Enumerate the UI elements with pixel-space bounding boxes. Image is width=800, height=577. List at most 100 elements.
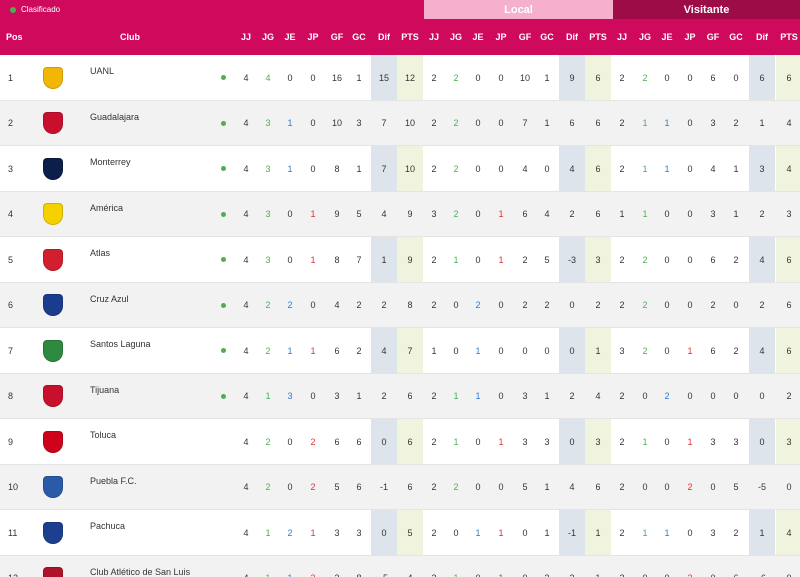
legend: Clasificado xyxy=(0,0,424,19)
table-row[interactable]: 7 Santos Laguna 4 2 1 1 6 2 4 7 1 0 1 0 0 0 0 1 3 2 0 1 6 2 4 6 xyxy=(0,328,800,374)
club-name[interactable]: Puebla F.C. xyxy=(90,475,137,486)
local-dif: -1 xyxy=(567,527,576,538)
overall-je: 0 xyxy=(287,436,293,447)
local-gf: 5 xyxy=(522,482,528,493)
tijuana-crest-icon xyxy=(43,385,63,408)
visitante-jj: 1 xyxy=(619,209,625,220)
overall-pts: 10 xyxy=(404,118,415,129)
club-logo[interactable] xyxy=(40,374,66,420)
header-overall-gc[interactable]: GC xyxy=(352,32,366,42)
header-local-dif[interactable]: Dif xyxy=(566,32,578,42)
club-logo[interactable] xyxy=(40,237,66,283)
header-local-gf[interactable]: GF xyxy=(518,32,532,42)
club-logo[interactable] xyxy=(40,55,66,101)
table-row[interactable]: 5 Atlas 4 3 0 1 8 7 1 9 2 1 0 1 2 5 -3 3 2 2 0 0 6 2 4 6 xyxy=(0,237,800,283)
visitante-gc: 2 xyxy=(733,118,739,129)
club-name[interactable]: América xyxy=(90,202,124,213)
overall-jj: 4 xyxy=(243,163,249,174)
overall-je: 2 xyxy=(287,527,293,538)
header-visitante-jg[interactable]: JG xyxy=(638,32,652,42)
header-overall-gf[interactable]: GF xyxy=(330,32,344,42)
club-logo[interactable] xyxy=(40,510,66,556)
header-visitante-gc[interactable]: GC xyxy=(729,32,743,42)
club-logo[interactable] xyxy=(40,419,66,465)
club-name[interactable]: Club Atlético de San Luis xyxy=(90,566,191,577)
header-local-jg[interactable]: JG xyxy=(449,32,463,42)
header-club[interactable]: Club xyxy=(120,32,140,42)
club-logo[interactable] xyxy=(40,192,66,238)
overall-pts: 10 xyxy=(404,163,415,174)
header-local-jp[interactable]: JP xyxy=(495,32,507,42)
visitante-je: 0 xyxy=(664,254,670,265)
overall-jj: 4 xyxy=(243,72,249,83)
club-logo[interactable] xyxy=(40,146,66,192)
header-local-pts[interactable]: PTS xyxy=(589,32,607,42)
position: 5 xyxy=(8,254,14,265)
toluca-crest-icon xyxy=(43,430,63,453)
table-row[interactable]: 11 Pachuca 4 1 2 1 3 3 0 5 2 0 1 1 0 1 -1 1 2 1 1 0 3 2 1 4 xyxy=(0,510,800,556)
table-row[interactable]: 1 UANL 4 4 0 0 16 1 15 12 2 2 0 0 10 1 9 6 2 2 0 0 6 0 6 6 xyxy=(0,55,800,101)
position: 6 xyxy=(8,300,14,311)
club-logo[interactable] xyxy=(40,101,66,147)
visitante-pts: 6 xyxy=(786,300,792,311)
qualified-indicator xyxy=(219,192,227,238)
club-name[interactable]: Tijuana xyxy=(90,384,120,395)
visitante-jj: 3 xyxy=(619,345,625,356)
header-local-je[interactable]: JE xyxy=(472,32,484,42)
visitante-dif: 2 xyxy=(759,300,765,311)
visitante-gf: 2 xyxy=(710,300,716,311)
header-visitante-jp[interactable]: JP xyxy=(684,32,696,42)
header-overall-je[interactable]: JE xyxy=(284,32,296,42)
overall-gf: 9 xyxy=(334,209,340,220)
header-visitante-je[interactable]: JE xyxy=(661,32,673,42)
tab-visitante[interactable]: Visitante xyxy=(613,0,800,19)
visitante-jp: 0 xyxy=(687,391,693,402)
table-row[interactable]: 2 Guadalajara 4 3 1 0 10 3 7 10 2 2 0 0 7 1 6 6 2 1 1 0 3 2 1 4 xyxy=(0,100,800,147)
overall-jp: 2 xyxy=(310,436,316,447)
header-local-jj[interactable]: JJ xyxy=(428,32,440,42)
qualified-dot-icon xyxy=(220,302,226,308)
header-overall-pts[interactable]: PTS xyxy=(401,32,419,42)
header-pos[interactable]: Pos xyxy=(6,32,23,42)
club-name[interactable]: Guadalajara xyxy=(90,111,140,122)
overall-gc: 1 xyxy=(356,163,362,174)
club-name[interactable]: Cruz Azul xyxy=(90,293,129,304)
club-name[interactable]: Monterrey xyxy=(90,157,131,167)
club-logo[interactable] xyxy=(40,328,66,374)
visitante-pts: 0 xyxy=(786,482,792,493)
header-overall-jp[interactable]: JP xyxy=(307,32,319,42)
club-logo[interactable] xyxy=(40,283,66,329)
overall-jg: 1 xyxy=(265,391,271,402)
header-overall-jg[interactable]: JG xyxy=(261,32,275,42)
club-logo[interactable] xyxy=(40,556,66,577)
table-row[interactable]: 8 Tijuana 4 1 3 0 3 1 2 6 2 1 1 0 3 1 2 4 2 0 2 0 0 0 0 2 xyxy=(0,373,800,420)
table-row[interactable]: 6 Cruz Azul 4 2 2 0 4 2 2 8 2 0 2 0 2 2 0 2 2 2 0 0 2 0 2 6 xyxy=(0,282,800,329)
header-local-gc[interactable]: GC xyxy=(540,32,554,42)
club-name[interactable]: UANL xyxy=(90,66,115,76)
club-name[interactable]: Toluca xyxy=(90,430,117,440)
visitante-gf: 6 xyxy=(710,72,716,83)
table-row[interactable]: 9 Toluca 4 2 0 2 6 6 0 6 2 1 0 1 3 3 0 3 2 1 0 1 3 3 0 3 xyxy=(0,419,800,465)
visitante-jg: 2 xyxy=(642,345,648,356)
header-visitante-pts[interactable]: PTS xyxy=(780,32,798,42)
club-logo[interactable] xyxy=(40,465,66,511)
visitante-jj: 2 xyxy=(611,556,633,577)
table-row[interactable]: 12Club Atlético de San Luis411238-542101… xyxy=(0,555,800,577)
header-visitante-gf[interactable]: GF xyxy=(706,32,720,42)
club-name[interactable]: Santos Laguna xyxy=(90,339,151,349)
club-name[interactable]: Atlas xyxy=(90,248,111,258)
visitante-gc: 0 xyxy=(733,72,739,83)
overall-pts: 6 xyxy=(407,482,413,493)
header-overall-jj[interactable]: JJ xyxy=(240,32,252,42)
header-visitante-dif[interactable]: Dif xyxy=(756,32,768,42)
overall-jj: 4 xyxy=(243,300,249,311)
overall-jp: 0 xyxy=(310,72,316,83)
table-row[interactable]: 10 Puebla F.C. 4 2 0 2 5 6 -1 6 2 2 0 0 5 1 4 6 2 0 0 2 0 5 -5 0 xyxy=(0,464,800,511)
table-row[interactable]: 3 Monterrey 4 3 1 0 8 1 7 10 2 2 0 0 4 0 4 6 2 1 1 0 4 1 3 4 xyxy=(0,146,800,192)
tab-local[interactable]: Local xyxy=(424,0,613,19)
table-row[interactable]: 4 América 4 3 0 1 9 5 4 9 3 2 0 1 6 4 2 6 1 1 0 0 3 1 2 3 xyxy=(0,191,800,238)
club-name[interactable]: Pachuca xyxy=(90,521,126,531)
header-overall-dif[interactable]: Dif xyxy=(378,32,390,42)
visitante-jp: 0 xyxy=(687,209,693,220)
header-visitante-jj[interactable]: JJ xyxy=(616,32,628,42)
